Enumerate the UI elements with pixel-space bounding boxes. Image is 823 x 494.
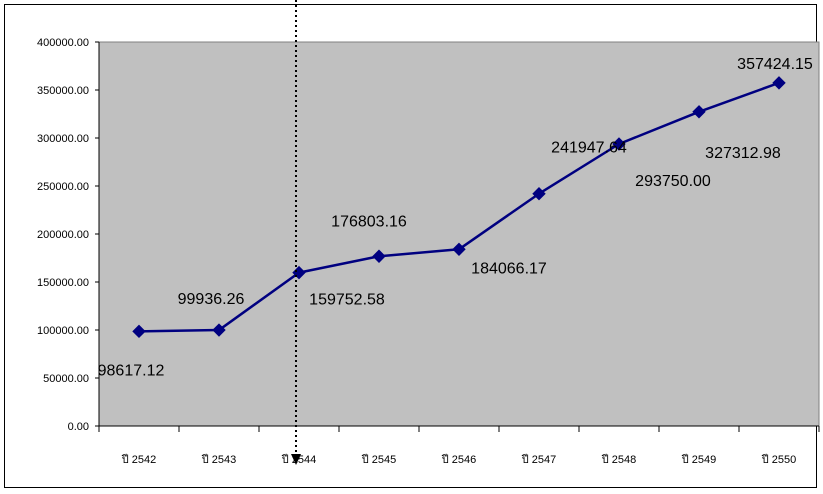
x-axis: ปี 2542 ปี 2543 ปี 2544 ปี 2545 ปี 2546 ปี 25… xyxy=(98,425,820,466)
marker-arrow-icon xyxy=(291,454,301,465)
series-layer xyxy=(132,76,786,339)
y-tick-label: 150000.00 xyxy=(37,277,89,289)
y-tick-label: 250000.00 xyxy=(37,181,89,193)
y-tick-label: 100000.00 xyxy=(37,325,89,337)
data-label: 159752.58 xyxy=(309,292,385,309)
data-label: 98617.12 xyxy=(98,362,165,379)
data-label: 184066.17 xyxy=(471,260,547,277)
x-tick-label: ปี 2542 xyxy=(121,453,157,466)
data-point-marker xyxy=(132,324,146,339)
x-tick-label: ปี 2548 xyxy=(601,453,637,466)
data-label: 241947.64 xyxy=(551,140,627,157)
data-label: 327312.98 xyxy=(705,145,781,162)
x-tick-label: ปี 2549 xyxy=(681,453,717,466)
y-tick-label: 0.00 xyxy=(68,421,89,433)
y-tick-label: 400000.00 xyxy=(37,37,89,49)
x-tick-label: ปี 2543 xyxy=(201,453,237,466)
data-label: 357424.15 xyxy=(737,56,813,73)
data-point-marker xyxy=(372,249,386,263)
data-label: 176803.16 xyxy=(331,213,407,230)
data-labels: 98617.12 99936.26 159752.58 176803.16 184066… xyxy=(98,56,813,379)
data-point-marker xyxy=(212,323,226,337)
y-tick-label: 300000.00 xyxy=(37,133,89,145)
y-tick-label: 350000.00 xyxy=(37,85,89,97)
x-tick-label: ปี 2550 xyxy=(761,453,797,466)
data-label: 293750.00 xyxy=(635,173,711,190)
data-point-marker xyxy=(452,242,466,257)
x-tick-label: ปี 2545 xyxy=(361,453,397,466)
plot-area xyxy=(98,41,820,427)
data-point-marker xyxy=(772,76,786,90)
data-label: 99936.26 xyxy=(178,291,245,308)
data-point-marker xyxy=(532,187,546,201)
data-point-marker xyxy=(612,137,626,151)
data-point-marker xyxy=(692,105,706,119)
y-tick-label: 50000.00 xyxy=(43,373,89,385)
x-tick-label: ปี 2546 xyxy=(441,453,477,466)
y-axis: 0.00 50000.00 100000.00 150000.00 200000.00 2… xyxy=(37,37,100,433)
y-tick-label: 200000.00 xyxy=(37,229,89,241)
x-tick-label: ปี 2547 xyxy=(521,453,557,466)
